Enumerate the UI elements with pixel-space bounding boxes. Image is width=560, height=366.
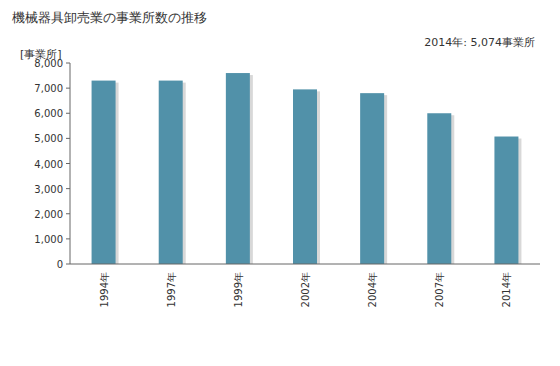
y-tick-label: 8,000 [34,58,63,69]
x-tick-label: 2007年 [434,272,445,307]
x-tick-label: 1994年 [99,272,110,307]
bar [494,137,518,264]
bar [92,81,116,264]
y-tick-label: 1,000 [34,234,63,245]
y-tick [66,88,70,89]
x-axis [70,264,540,265]
y-tick [66,63,70,64]
chart-container: 機械器具卸売業の事業所数の推移[事業所]2014年: 5,074事業所01,00… [0,0,560,366]
y-axis [70,63,71,264]
x-tick-label: 2014年 [501,272,512,307]
x-tick-label: 2002年 [300,272,311,307]
y-tick-label: 6,000 [34,108,63,119]
y-tick [66,264,70,265]
y-tick-label: 3,000 [34,184,63,195]
x-tick-label: 2004年 [367,272,378,307]
y-tick-label: 5,000 [34,133,63,144]
y-tick [66,113,70,114]
y-tick-label: 4,000 [34,159,63,170]
bar [226,73,250,264]
y-tick [66,238,70,239]
y-tick [66,213,70,214]
y-tick [66,188,70,189]
y-tick [66,163,70,164]
annotation: 2014年: 5,074事業所 [424,36,535,49]
y-tick [66,138,70,139]
bar [159,81,183,264]
y-tick-label: 2,000 [34,209,63,220]
y-tick-label: 7,000 [34,83,63,94]
chart: 機械器具卸売業の事業所数の推移[事業所]2014年: 5,074事業所01,00… [0,0,560,366]
bar [293,89,317,264]
title: 機械器具卸売業の事業所数の推移 [12,10,207,25]
x-tick-label: 1997年 [166,272,177,307]
bars [92,73,522,264]
y-tick-label: 0 [57,259,63,270]
bar [360,93,384,264]
x-tick-label: 1999年 [233,272,244,307]
bar [427,113,451,264]
